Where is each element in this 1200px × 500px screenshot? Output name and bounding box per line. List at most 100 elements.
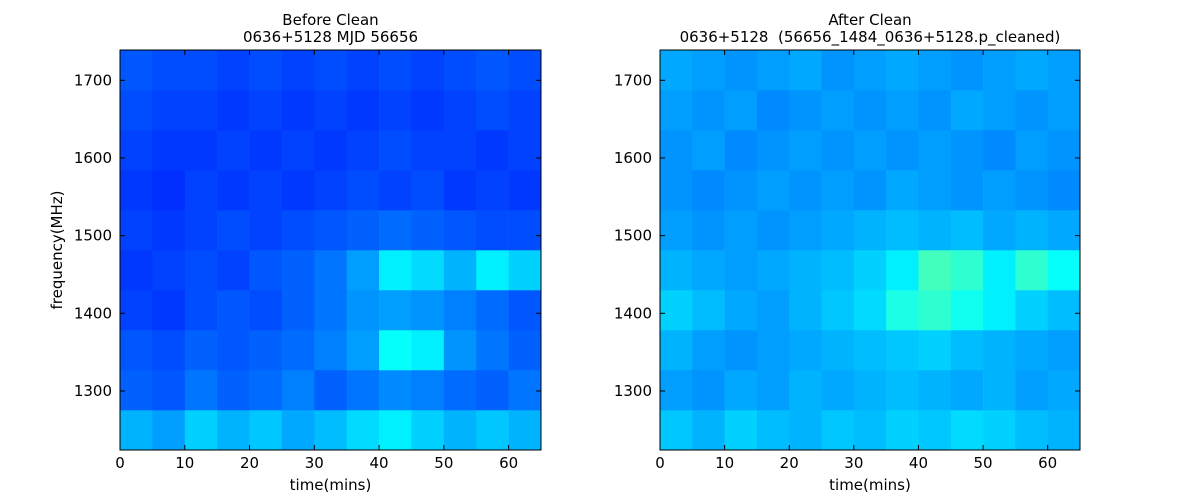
heatmap-cell: [983, 90, 1016, 131]
heatmap-cell: [789, 410, 822, 451]
heatmap-cell: [281, 410, 315, 451]
heatmap-cell: [411, 330, 445, 371]
heatmap-cell: [508, 90, 542, 131]
heatmap-cell: [281, 90, 315, 131]
heatmap-cell: [789, 330, 822, 371]
heatmap-cell: [411, 90, 445, 131]
heatmap-cell: [120, 210, 153, 251]
heatmap-cell: [314, 130, 347, 171]
heatmap-cell: [346, 90, 380, 131]
heatmap-cell: [918, 410, 952, 451]
heatmap-cell: [950, 250, 984, 291]
heatmap-cell: [918, 170, 952, 211]
heatmap-cell: [692, 250, 725, 291]
heatmap-cell: [756, 210, 790, 251]
heatmap-cell: [184, 50, 218, 91]
heatmap-cell: [411, 370, 445, 411]
heatmap-cell: [789, 130, 822, 171]
heatmap-cell: [886, 130, 919, 171]
heatmap-cell: [217, 290, 250, 331]
x-tick-label: 10: [715, 454, 734, 472]
heatmap-cell: [789, 170, 822, 211]
heatmap-cell: [886, 410, 919, 451]
heatmap-cell: [476, 90, 509, 131]
heatmap-cell: [1047, 130, 1081, 171]
heatmap-cell: [756, 130, 790, 171]
heatmap-cell: [660, 290, 693, 331]
heatmap-cell: [1047, 410, 1081, 451]
heatmap-cell: [692, 210, 725, 251]
heatmap-cell: [249, 250, 283, 291]
heatmap-cell: [950, 50, 984, 91]
heatmap-cell: [983, 290, 1016, 331]
heatmap-cell: [443, 330, 477, 371]
heatmap-cell: [918, 130, 952, 171]
heatmap-cell: [508, 170, 542, 211]
heatmap-cell: [724, 210, 758, 251]
heatmap-cell: [692, 330, 725, 371]
heatmap-cell: [120, 90, 153, 131]
heatmap-cell: [660, 90, 693, 131]
heatmap-cell: [314, 410, 347, 451]
heatmap-cell: [346, 250, 380, 291]
heatmap-cell: [217, 330, 250, 371]
heatmap-cell: [508, 210, 542, 251]
heatmap-cell: [120, 330, 153, 371]
heatmap-cell: [379, 370, 412, 411]
heatmap-cell: [886, 50, 919, 91]
heatmap-cell: [476, 210, 509, 251]
x-tick-label: 60: [1038, 454, 1057, 472]
heatmap-cell: [443, 290, 477, 331]
heatmap-cell: [853, 130, 887, 171]
heatmap-cell: [379, 50, 412, 91]
chart-title: After Clean: [828, 11, 911, 29]
heatmap-cell: [660, 250, 693, 291]
heatmap-cell: [120, 250, 153, 291]
heatmap-cell: [660, 410, 693, 451]
heatmap-cell: [184, 90, 218, 131]
heatmap-cell: [249, 290, 283, 331]
heatmap-cell: [314, 210, 347, 251]
heatmap-cell: [692, 90, 725, 131]
heatmap-cell: [152, 90, 186, 131]
heatmap-cell: [886, 370, 919, 411]
heatmap-cell: [853, 250, 887, 291]
y-tick-label: 1500: [74, 227, 112, 245]
heatmap-cell: [756, 370, 790, 411]
heatmap-cell: [756, 330, 790, 371]
heatmap-cell: [346, 130, 380, 171]
heatmap-cell: [724, 410, 758, 451]
heatmap-cell: [152, 410, 186, 451]
heatmap-cell: [950, 130, 984, 171]
heatmap-cell: [152, 370, 186, 411]
heatmap-cell: [918, 290, 952, 331]
heatmap-cell: [249, 370, 283, 411]
heatmap-cell: [789, 210, 822, 251]
heatmap-cell: [660, 170, 693, 211]
heatmap-cell: [184, 170, 218, 211]
heatmap-cell: [789, 50, 822, 91]
heatmap-cell: [184, 370, 218, 411]
heatmap-cell: [281, 290, 315, 331]
chart-subtitle: 0636+5128 MJD 56656: [243, 28, 418, 46]
heatmap-cell: [756, 410, 790, 451]
heatmap-cell: [476, 330, 509, 371]
heatmap-cell: [443, 170, 477, 211]
heatmap-cell: [281, 170, 315, 211]
heatmap-cell: [346, 170, 380, 211]
heatmap-cell: [217, 410, 250, 451]
heatmap-cell: [1047, 170, 1081, 211]
heatmap-cell: [411, 170, 445, 211]
heatmap-cell: [1015, 290, 1048, 331]
heatmap-cell: [660, 370, 693, 411]
heatmap-cell: [724, 250, 758, 291]
heatmap-cell: [476, 250, 509, 291]
heatmap-cell: [950, 370, 984, 411]
heatmap-cell: [184, 410, 218, 451]
heatmap-cell: [120, 410, 153, 451]
heatmap-cell: [821, 250, 855, 291]
x-tick-label: 0: [115, 454, 125, 472]
heatmap-cell: [152, 290, 186, 331]
heatmap-cell: [120, 290, 153, 331]
heatmap-cell: [950, 290, 984, 331]
